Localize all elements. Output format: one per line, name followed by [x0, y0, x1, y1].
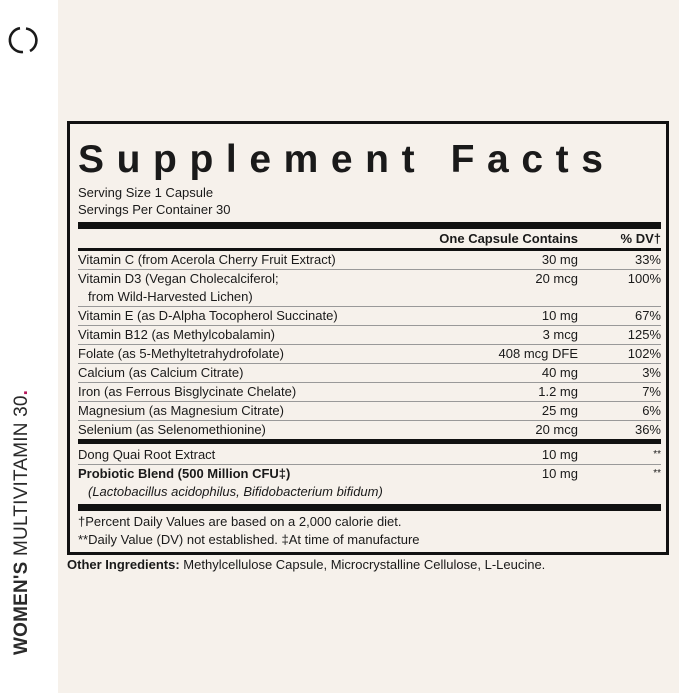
- nutrient-row: Magnesium (as Magnesium Citrate) 25 mg 6%: [78, 402, 661, 421]
- nutrient-row: Iron (as Ferrous Bisglycinate Chelate) 1.…: [78, 383, 661, 402]
- divider-medium: [78, 248, 661, 251]
- ingredient-row: Probiotic Blend (500 Million CFU‡) (Lacto…: [78, 466, 661, 499]
- nutrient-row: Selenium (as Selenomethionine) 20 mcg 36%: [78, 422, 661, 437]
- label-panel: [58, 0, 679, 693]
- left-strip: WOMEN'S MULTIVITAMIN 30.: [0, 0, 58, 693]
- nutrient-row: Folate (as 5-Methyltetrahydrofolate) 408 …: [78, 345, 661, 364]
- divider-thick: [78, 504, 661, 511]
- nutrient-row: Vitamin C (from Acerola Cherry Fruit Ext…: [78, 251, 661, 270]
- supplement-facts-box: Supplement Facts Serving Size 1 Capsule …: [67, 121, 669, 555]
- nutrient-row: Vitamin B12 (as Methylcobalamin) 3 mcg 125…: [78, 326, 661, 345]
- nutrient-row: Vitamin E (as D-Alpha Tocopherol Succina…: [78, 307, 661, 326]
- servings-per-container: Servings Per Container 30: [78, 202, 231, 217]
- product-name: WOMEN'S MULTIVITAMIN 30.: [11, 389, 32, 655]
- label-title: Supplement Facts: [78, 138, 616, 181]
- column-header: One Capsule Contains % DV†: [439, 231, 661, 246]
- nutrient-row: Vitamin D3 (Vegan Cholecalciferol; from W…: [78, 270, 661, 307]
- other-ingredients: Other Ingredients: Methylcellulose Capsu…: [67, 557, 546, 572]
- footnote: **Daily Value (DV) not established. ‡At …: [78, 532, 420, 547]
- nutrient-row: Calcium (as Calcium Citrate) 40 mg 3%: [78, 364, 661, 383]
- serving-size: Serving Size 1 Capsule: [78, 185, 214, 200]
- divider-thick: [78, 222, 661, 229]
- footnote: †Percent Daily Values are based on a 2,0…: [78, 514, 402, 529]
- open-circle-logo-icon: [8, 26, 38, 54]
- ingredient-row: Dong Quai Root Extract 10 mg **: [78, 444, 661, 465]
- divider-thick: [78, 439, 661, 444]
